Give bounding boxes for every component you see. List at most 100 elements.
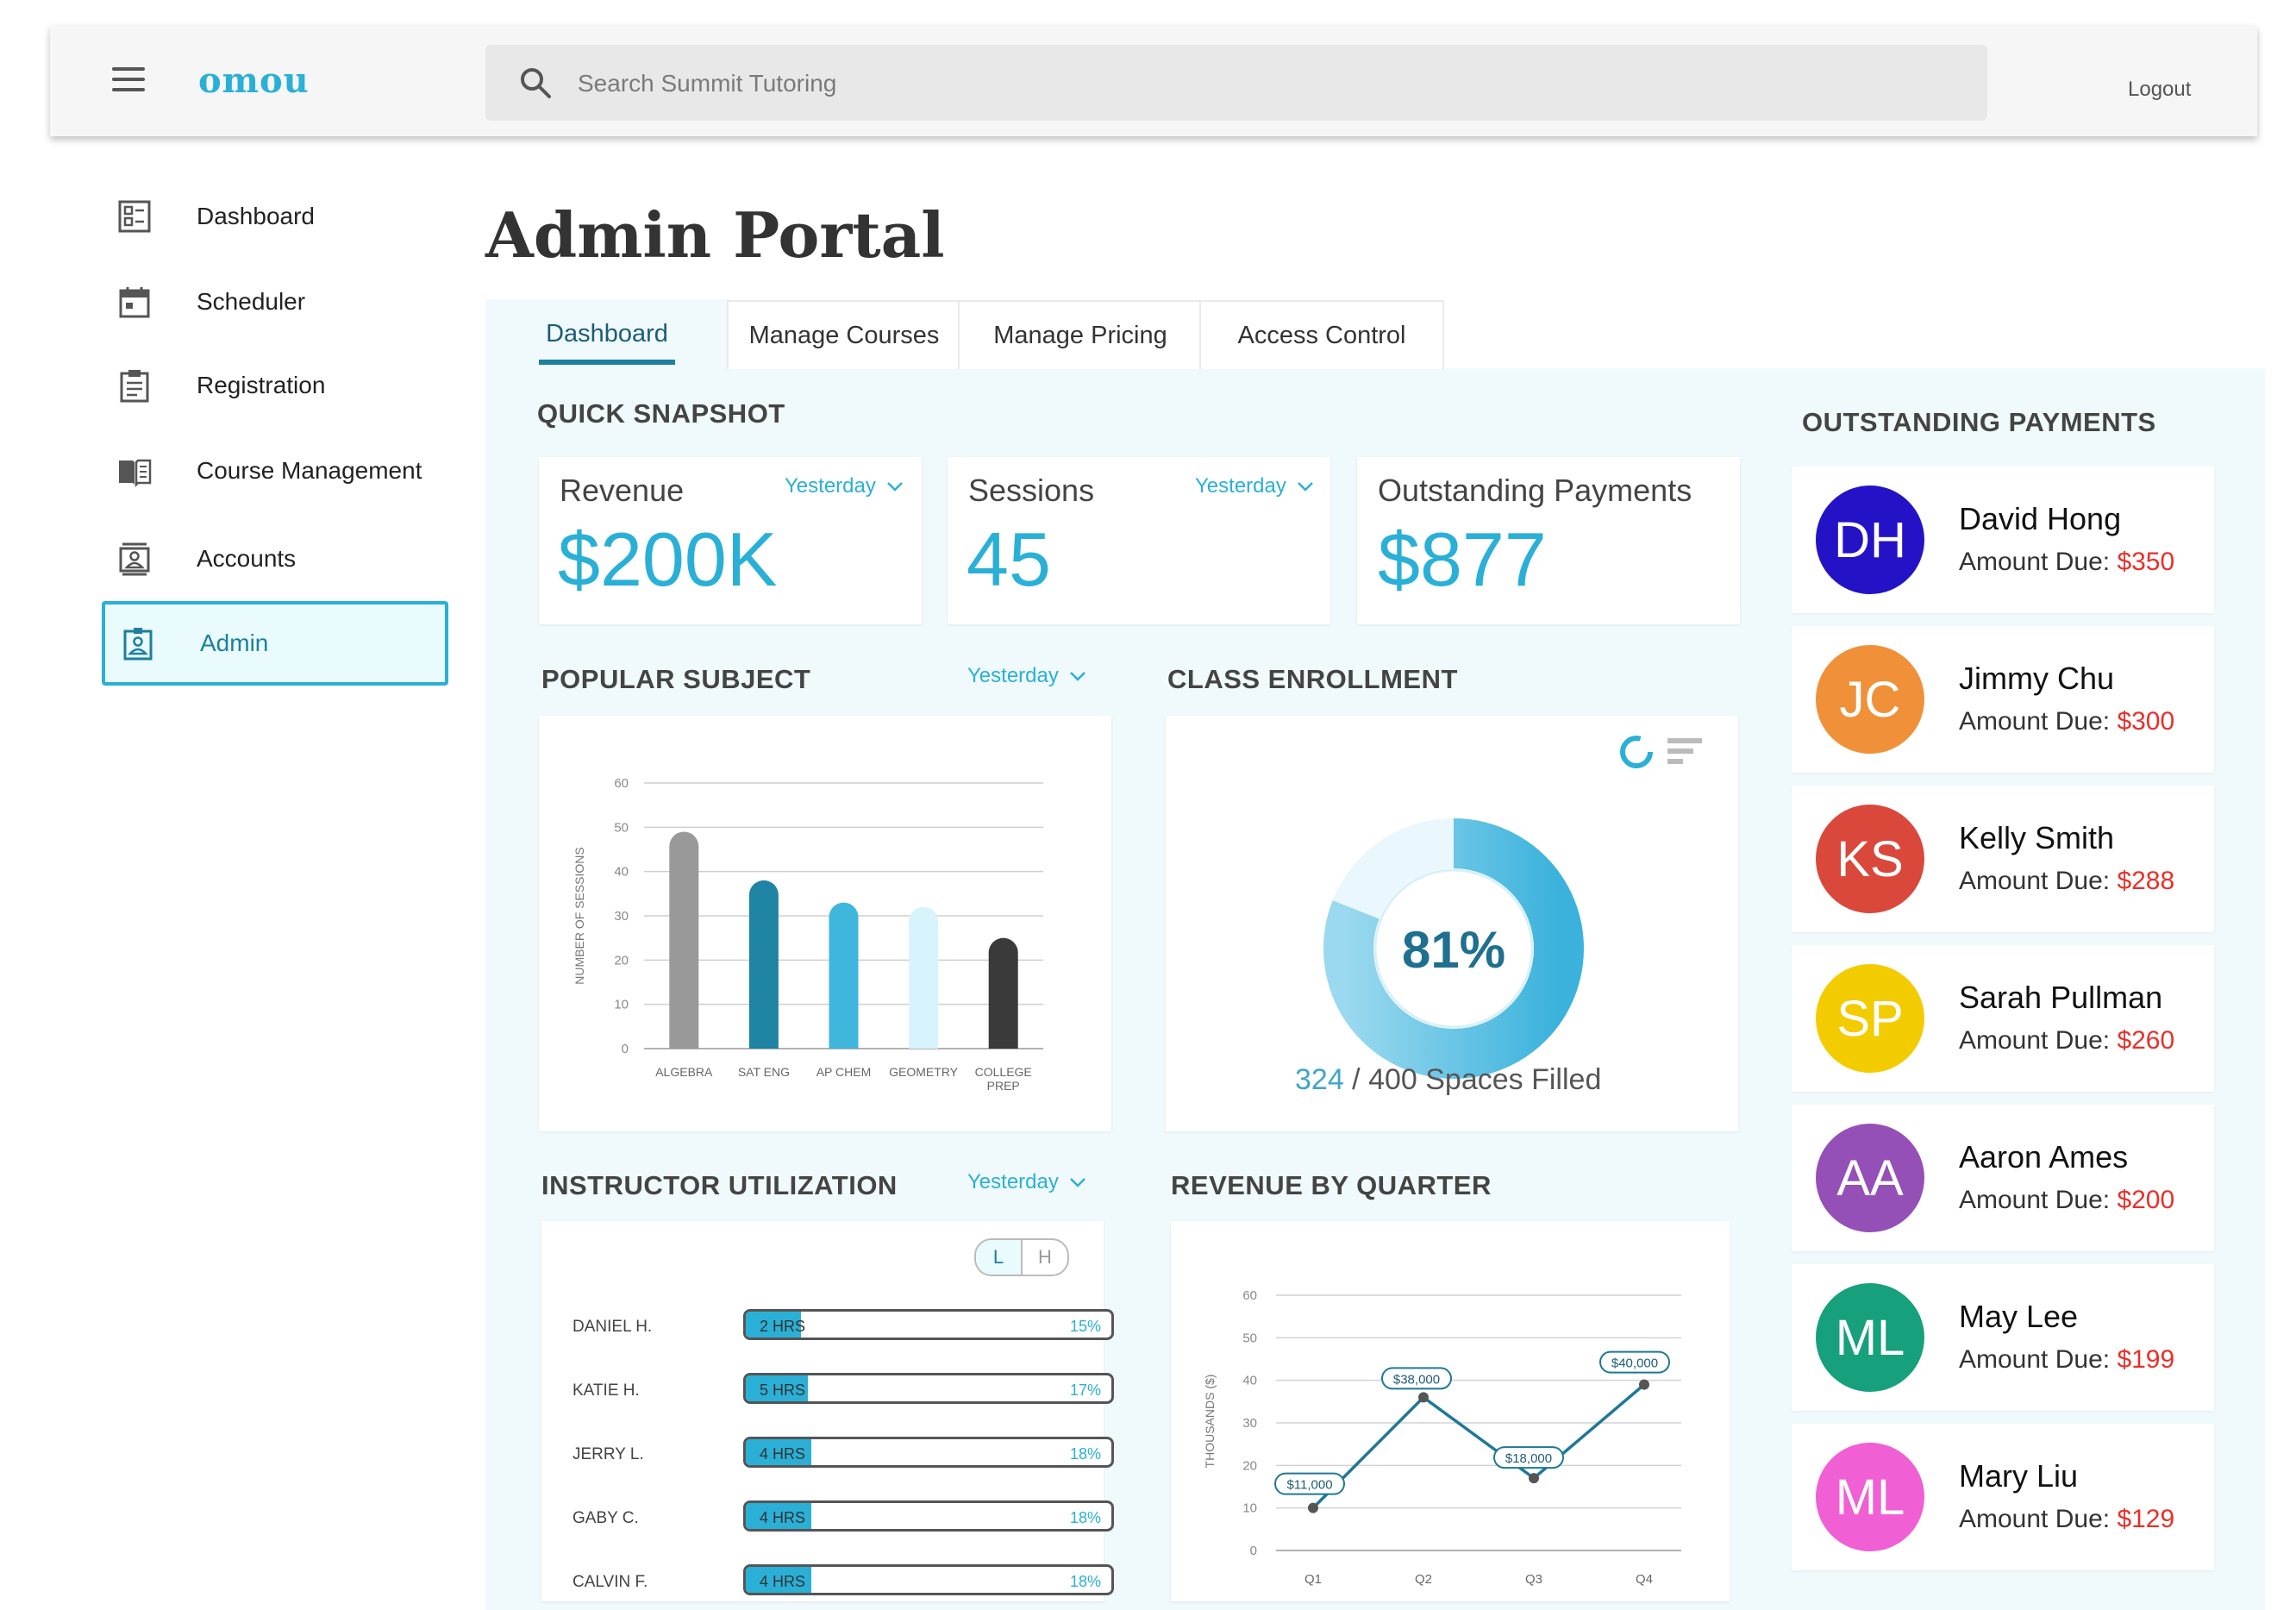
instructor-name: JERRY L. xyxy=(572,1445,644,1463)
data-point[interactable] xyxy=(1639,1379,1649,1390)
sidebar-item-scheduler[interactable]: Scheduler xyxy=(102,267,447,336)
toggle-low[interactable]: L xyxy=(976,1240,1021,1275)
sidebar-item-accounts[interactable]: Accounts xyxy=(102,524,447,593)
instructor-name: KATIE H. xyxy=(572,1381,640,1400)
bar[interactable] xyxy=(909,906,939,1049)
instructor-utilization-filter-dropdown[interactable]: Yesterday xyxy=(967,1170,1086,1194)
clipboard-icon xyxy=(120,370,149,403)
utilization-hours: 5 HRS xyxy=(760,1381,806,1399)
avatar: ML xyxy=(1816,1283,1924,1392)
y-tick-label: 60 xyxy=(614,776,629,791)
low-high-toggle[interactable]: L H xyxy=(974,1238,1069,1276)
payment-card[interactable]: ML Mary Liu Amount Due: $129 xyxy=(1792,1424,2214,1570)
revenue-filter-dropdown[interactable]: Yesterday xyxy=(785,474,904,498)
utilization-bar[interactable]: 4 HRS 18% xyxy=(743,1437,1114,1468)
payment-card[interactable]: SP Sarah Pullman Amount Due: $260 xyxy=(1792,945,2214,1092)
popular-subject-chart: 0 10 20 30 40 50 60 NUMBER OF SESSIONS ALGEBRA SA… xyxy=(572,776,1043,1093)
x-tick-label: SAT ENG xyxy=(738,1065,790,1079)
donut-view-icon[interactable] xyxy=(1617,733,1655,771)
y-axis-label: NUMBER OF SESSIONS xyxy=(572,847,586,984)
outstanding-payments-card: Outstanding Payments $877 xyxy=(1357,457,1740,624)
utilization-fill xyxy=(746,1312,801,1337)
class-enrollment-card: 81% 324 / 400 Spaces Filled xyxy=(1166,716,1738,1131)
app-logo[interactable]: omou xyxy=(198,60,310,101)
data-label-bubble xyxy=(1381,1367,1452,1390)
contact-card-icon xyxy=(119,542,150,576)
chevron-down-icon xyxy=(1069,672,1085,681)
filled-count: 324 xyxy=(1295,1063,1344,1096)
popular-subject-card: 0 10 20 30 40 50 60 NUMBER OF SESSIONS ALGEBRA SA… xyxy=(539,716,1111,1131)
utilization-bar[interactable]: 5 HRS 17% xyxy=(743,1373,1114,1404)
x-tick-label: PREP xyxy=(987,1079,1020,1093)
amount-due-label: Amount Due: xyxy=(1959,1026,2118,1055)
utilization-percent: 18% xyxy=(1069,1509,1101,1526)
utilization-percent: 15% xyxy=(1069,1318,1101,1335)
y-tick-label: 10 xyxy=(614,998,629,1012)
instructor-name: DANIEL H. xyxy=(572,1318,653,1336)
bar[interactable] xyxy=(829,902,859,1049)
tab-manage-courses[interactable]: Manage Courses xyxy=(727,300,961,369)
tab-dashboard[interactable]: Dashboard xyxy=(485,299,729,368)
instructor-utilization-card: DANIEL H. 2 HRS 15% KATIE H. 5 HRS 17% JERRY L… xyxy=(541,1221,1114,1601)
instructor-utilization-title: INSTRUCTOR UTILIZATION xyxy=(541,1170,898,1200)
bar[interactable] xyxy=(748,880,779,1049)
search-icon[interactable] xyxy=(518,66,553,100)
revenue-label: Revenue xyxy=(560,473,685,508)
bar[interactable] xyxy=(669,831,699,1049)
data-point[interactable] xyxy=(1418,1392,1429,1403)
quick-snapshot-title: QUICK SNAPSHOT xyxy=(537,398,785,429)
utilization-row: JERRY L. 4 HRS 18% xyxy=(541,1437,1114,1475)
avatar: DH xyxy=(1816,486,1924,594)
y-tick-label: 20 xyxy=(1242,1458,1257,1473)
sidebar-item-admin[interactable]: Admin xyxy=(102,601,448,686)
payment-card[interactable]: ML May Lee Amount Due: $199 xyxy=(1792,1264,2214,1411)
sidebar-item-registration[interactable]: Registration xyxy=(102,351,447,420)
amount-due: Amount Due: $129 xyxy=(1959,1505,2174,1534)
y-tick-label: 10 xyxy=(1242,1501,1257,1516)
amount-due-label: Amount Due: xyxy=(1959,1505,2118,1533)
utilization-bar[interactable]: 2 HRS 15% xyxy=(743,1309,1114,1340)
utilization-percent: 18% xyxy=(1069,1445,1101,1463)
list-view-icon[interactable] xyxy=(1666,735,1704,769)
data-label: $11,000 xyxy=(1286,1478,1332,1493)
sessions-filter-dropdown[interactable]: Yesterday xyxy=(1195,474,1314,498)
search-input[interactable] xyxy=(576,45,1959,122)
logout-button[interactable]: Logout xyxy=(2128,78,2192,101)
utilization-bar[interactable]: 4 HRS 18% xyxy=(743,1500,1114,1532)
sidebar-item-dashboard[interactable]: Dashboard xyxy=(102,182,447,251)
tab-access-control[interactable]: Access Control xyxy=(1199,300,1444,369)
amount-due-value: $199 xyxy=(2117,1345,2175,1374)
payment-card[interactable]: DH David Hong Amount Due: $350 xyxy=(1792,467,2214,613)
utilization-list: DANIEL H. 2 HRS 15% KATIE H. 5 HRS 17% JERRY L… xyxy=(541,1221,1114,1601)
data-label: $18,000 xyxy=(1505,1451,1552,1466)
toggle-high[interactable]: H xyxy=(1021,1240,1067,1275)
tab-label: Manage Pricing xyxy=(993,321,1167,349)
avatar: KS xyxy=(1816,805,1924,913)
utilization-fill xyxy=(746,1503,812,1529)
revenue-line xyxy=(1311,1383,1646,1509)
popular-subject-filter-dropdown[interactable]: Yesterday xyxy=(967,664,1086,688)
utilization-fill xyxy=(746,1567,812,1593)
data-point[interactable] xyxy=(1308,1502,1318,1513)
payment-card[interactable]: KS Kelly Smith Amount Due: $288 xyxy=(1792,786,2214,932)
sidebar-item-label: Scheduler xyxy=(197,288,306,315)
bar[interactable] xyxy=(988,937,1018,1049)
payment-card[interactable]: JC Jimmy Chu Amount Due: $300 xyxy=(1792,626,2214,773)
data-point[interactable] xyxy=(1529,1473,1539,1484)
amount-due-value: $350 xyxy=(2117,548,2175,576)
utilization-row: KATIE H. 5 HRS 17% xyxy=(541,1373,1114,1411)
amount-due: Amount Due: $350 xyxy=(1959,548,2174,577)
tab-label: Dashboard xyxy=(546,319,668,348)
y-tick-label: 30 xyxy=(1242,1416,1257,1431)
payment-card[interactable]: AA Aaron Ames Amount Due: $200 xyxy=(1792,1105,2214,1251)
amount-due-value: $129 xyxy=(2117,1505,2175,1533)
spaces-total: / 400 Spaces Filled xyxy=(1343,1063,1602,1096)
sidebar-item-course-management[interactable]: Course Management xyxy=(102,436,447,505)
y-tick-label: 0 xyxy=(1250,1544,1257,1558)
data-label: $38,000 xyxy=(1393,1372,1440,1387)
menu-icon[interactable] xyxy=(112,67,145,91)
popular-subject-title: POPULAR SUBJECT xyxy=(541,664,811,694)
tab-manage-pricing[interactable]: Manage Pricing xyxy=(958,300,1203,369)
student-name: Aaron Ames xyxy=(1959,1139,2129,1175)
utilization-bar[interactable]: 4 HRS 18% xyxy=(743,1564,1114,1595)
